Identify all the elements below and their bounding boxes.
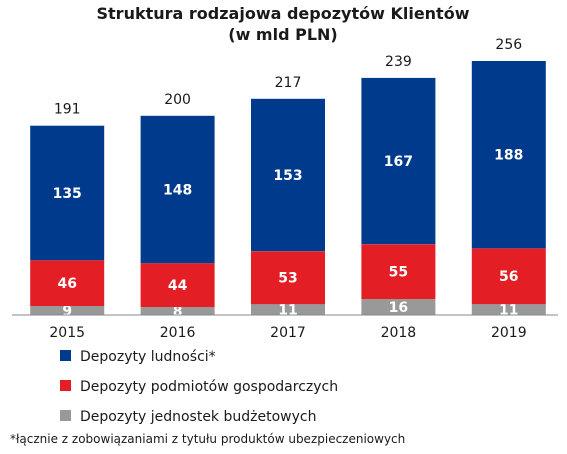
chart-subtitle: (w mld PLN) [228,25,337,44]
data-label: 148 [163,183,192,199]
bar-segment [361,77,436,245]
bar-segment [140,115,215,264]
x-tick-labels: 2015 2016 2017 2018 2019 [49,325,526,341]
chart-title: Struktura rodzajowa depozytów Klientów [97,4,470,23]
bar-segment [471,61,546,249]
data-label: 153 [273,168,302,184]
legend-swatch [60,350,71,361]
data-label: 11 [278,303,297,319]
data-label: 16 [389,300,408,316]
data-label: 53 [278,271,297,287]
data-label: 9 [62,304,72,320]
legend-swatch [60,410,71,421]
total-label: 200 [164,92,191,108]
bar-segment [30,125,105,261]
total-label: 239 [385,54,412,70]
bar-segment [251,98,325,252]
data-label: 55 [389,265,408,281]
bar-segment [251,251,325,305]
bar-segment [140,263,215,307]
bar-segment [30,306,105,315]
x-tick-label: 2015 [49,325,85,341]
total-label: 191 [54,102,81,118]
bar-segment [471,248,546,305]
data-label: 167 [384,154,413,170]
legend-label: Depozyty ludności* [80,349,216,365]
bar-segment [471,304,546,315]
x-tick-label: 2019 [491,325,527,341]
data-label: 11 [499,303,518,319]
data-label: 8 [173,304,183,320]
footnote: *łącznie z zobowiązaniami z tytułu produ… [10,432,405,446]
data-label: 135 [53,186,82,202]
bar-segment [361,244,436,300]
bar-segment [30,260,105,306]
legend-label: Depozyty podmiotów gospodarczych [80,379,338,395]
data-label: 46 [57,276,76,292]
legend: Depozyty ludności* Depozyty podmiotów gos… [60,349,338,425]
data-label: 56 [499,269,518,285]
total-label: 256 [495,37,522,53]
x-tick-label: 2018 [381,325,417,341]
bar-segment [140,307,215,315]
legend-swatch [60,380,71,391]
data-label: 188 [494,148,523,164]
x-tick-label: 2016 [160,325,196,341]
data-label: 44 [168,278,188,294]
total-label: 217 [275,75,302,91]
x-tick-label: 2017 [270,325,306,341]
bar-segment [251,304,325,315]
bar-segment [361,299,436,315]
bars-group: 9 46 135 191 8 44 148 200 11 53 153 217 16 55 167 239 11… [30,37,546,320]
legend-label: Depozyty jednostek budżetowych [80,409,316,425]
